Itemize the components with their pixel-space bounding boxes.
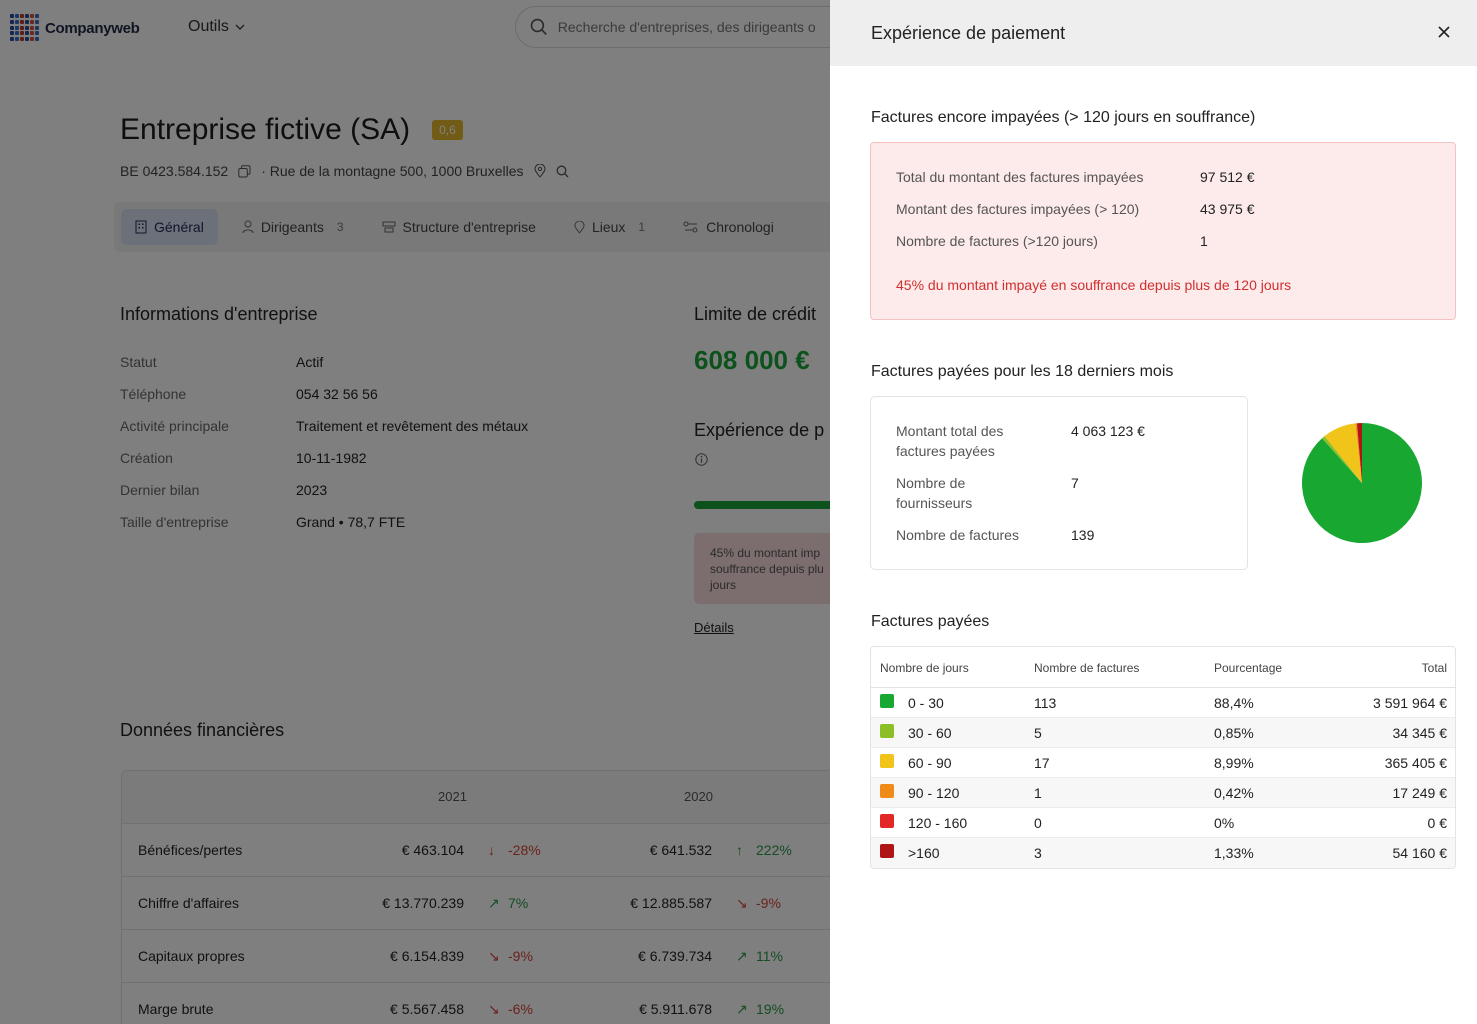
suppliers-value: 7 xyxy=(1071,475,1079,491)
pie-slice xyxy=(1356,423,1362,483)
invoices-count-value: 139 xyxy=(1071,527,1095,543)
unpaid-alert-box: Total du montant des factures impayées 9… xyxy=(870,142,1456,320)
percentage: 0,85% xyxy=(1214,725,1254,741)
percentage: 88,4% xyxy=(1214,695,1254,711)
invoice-count: 5 xyxy=(1034,725,1042,741)
percentage: 8,99% xyxy=(1214,755,1254,771)
paid-invoices-table: Nombre de jours Nombre de factures Pourc… xyxy=(870,646,1456,869)
close-button[interactable] xyxy=(1431,19,1457,45)
legend-swatch xyxy=(880,724,894,738)
pie-slice xyxy=(1324,423,1362,483)
days-range: 90 - 120 xyxy=(908,785,960,801)
paid-table-row: >160 3 1,33% 54 160 € xyxy=(871,838,1455,868)
legend-swatch xyxy=(880,754,894,768)
invoice-count: 0 xyxy=(1034,815,1042,831)
total-amount: 3 591 964 € xyxy=(1373,695,1447,711)
paid-total-value: 4 063 123 € xyxy=(1071,423,1145,439)
days-range: 60 - 90 xyxy=(908,755,952,771)
drawer-title: Expérience de paiement xyxy=(871,22,1066,43)
paid-table-row: 120 - 160 0 0% 0 € xyxy=(871,808,1455,838)
col-header-invoices: Nombre de factures xyxy=(1034,661,1140,675)
invoice-count: 17 xyxy=(1034,755,1050,771)
paid-table-row: 0 - 30 113 88,4% 3 591 964 € xyxy=(871,688,1455,718)
percentage: 1,33% xyxy=(1214,845,1254,861)
paid-table-title: Factures payées xyxy=(871,613,990,630)
total-amount: 365 405 € xyxy=(1384,755,1447,771)
days-range: 30 - 60 xyxy=(908,725,952,741)
col-header-percentage: Pourcentage xyxy=(1214,661,1283,675)
days-range: 120 - 160 xyxy=(908,815,968,831)
suppliers-label: Nombre de fournisseurs xyxy=(896,475,973,511)
invoice-count: 3 xyxy=(1034,845,1042,861)
total-amount: 0 € xyxy=(1427,815,1447,831)
legend-swatch xyxy=(880,784,894,798)
unpaid-count-value: 1 xyxy=(1200,233,1208,249)
paid-table-header: Nombre de jours Nombre de factures Pourc… xyxy=(871,647,1455,688)
total-amount: 17 249 € xyxy=(1392,785,1448,801)
percentage: 0,42% xyxy=(1214,785,1254,801)
days-range: 0 - 30 xyxy=(908,695,944,711)
paid-total-label: Montant total des factures payées xyxy=(896,423,1004,459)
unpaid-total-label: Total du montant des factures impayées xyxy=(896,169,1144,185)
paid-table-row: 90 - 120 1 0,42% 17 249 € xyxy=(871,778,1455,808)
close-icon xyxy=(1438,26,1450,38)
total-amount: 54 160 € xyxy=(1392,845,1448,861)
total-amount: 34 345 € xyxy=(1392,725,1448,741)
legend-swatch xyxy=(880,844,894,858)
paid-table-row: 30 - 60 5 0,85% 34 345 € xyxy=(871,718,1455,748)
paid-table-row: 60 - 90 17 8,99% 365 405 € xyxy=(871,748,1455,778)
unpaid-count-label: Nombre de factures (>120 jours) xyxy=(896,233,1098,249)
legend-swatch xyxy=(880,814,894,828)
unpaid-120-label: Montant des factures impayées (> 120) xyxy=(896,201,1140,217)
paid18-summary-box: Montant total des factures payées 4 063 … xyxy=(870,396,1248,570)
unpaid-total-value: 97 512 € xyxy=(1200,169,1255,185)
invoice-count: 1 xyxy=(1034,785,1042,801)
paid18-section-title: Factures payées pour les 18 derniers moi… xyxy=(871,363,1174,380)
unpaid-alert-message: 45% du montant impayé en souffrance depu… xyxy=(896,277,1292,293)
percentage: 0% xyxy=(1214,815,1235,831)
col-header-days: Nombre de jours xyxy=(880,661,969,675)
col-header-total: Total xyxy=(1421,661,1447,675)
pie-slice xyxy=(1322,436,1362,483)
unpaid-120-value: 43 975 € xyxy=(1200,201,1255,217)
invoices-count-label: Nombre de factures xyxy=(896,527,1019,543)
paid-invoices-pie-chart xyxy=(1302,423,1422,543)
pie-slice xyxy=(1355,423,1362,483)
drawer-header: Expérience de paiement xyxy=(830,0,1477,66)
unpaid-section-title: Factures encore impayées (> 120 jours en… xyxy=(871,109,1256,126)
payment-experience-drawer: Expérience de paiement Factures encore i… xyxy=(830,0,1477,1024)
invoice-count: 113 xyxy=(1034,695,1057,711)
days-range: >160 xyxy=(908,845,940,861)
legend-swatch xyxy=(880,694,894,708)
